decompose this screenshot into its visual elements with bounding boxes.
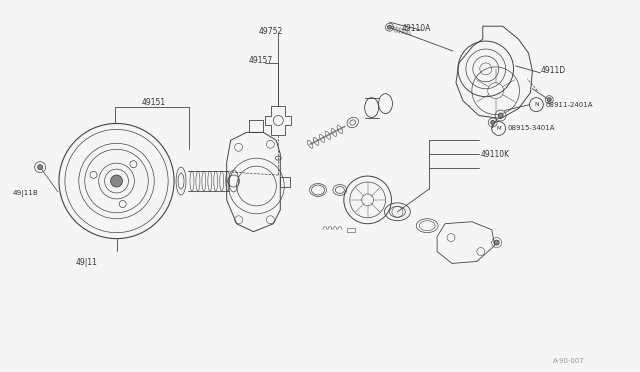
Text: 49151: 49151 [141,98,165,107]
Text: 08915-3401A: 08915-3401A [508,125,555,131]
Bar [347,228,355,232]
Circle shape [498,113,503,118]
Text: 08911-2401A: 08911-2401A [545,102,593,108]
Circle shape [494,240,499,245]
Text: M: M [497,126,501,131]
Text: A·90·007: A·90·007 [553,358,585,364]
Text: 49157: 49157 [248,57,273,65]
Text: 49110A: 49110A [401,24,431,33]
Text: 49110K: 49110K [481,150,510,159]
Circle shape [38,165,43,170]
Circle shape [491,121,495,125]
Text: 49752: 49752 [259,27,282,36]
Text: N: N [534,102,539,107]
Circle shape [547,98,551,102]
Text: 49|11B: 49|11B [12,190,38,197]
Text: 4911D: 4911D [540,66,566,76]
Circle shape [387,25,392,29]
Circle shape [111,175,122,187]
Text: 49|11: 49|11 [76,258,98,267]
